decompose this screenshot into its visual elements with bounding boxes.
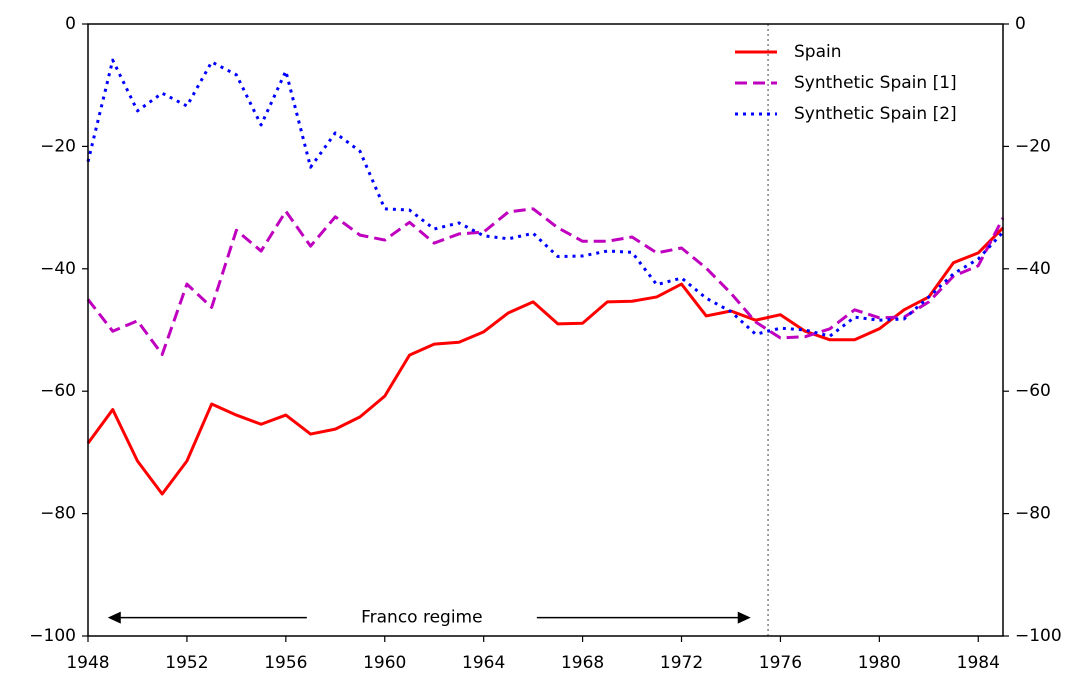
y-tick-label: −20: [40, 136, 76, 156]
x-tick-label: 1956: [264, 653, 307, 673]
x-tick-label: 1968: [561, 653, 604, 673]
legend-label: Spain: [794, 42, 842, 62]
y-tick-label: −80: [40, 504, 76, 524]
x-tick-label: 1948: [66, 653, 109, 673]
y2-tick-label: −40: [1015, 259, 1051, 279]
x-tick-label: 1984: [957, 653, 1000, 673]
x-tick-label: 1952: [165, 653, 208, 673]
arrow-head: [737, 611, 751, 624]
plot-frame: [87, 23, 1004, 637]
series-line: [86, 226, 1005, 496]
y-tick-label: −100: [29, 626, 76, 646]
legend: Spain Synthetic Spain [1] Synthetic Spain …: [735, 42, 957, 124]
legend-label: Synthetic Spain [2]: [794, 104, 957, 124]
y2-tick-label: −100: [1015, 626, 1062, 646]
series-line: [86, 58, 1005, 338]
series-line: [86, 207, 1005, 356]
y2-tick-label: −80: [1015, 504, 1051, 524]
legend-label: Synthetic Spain [1]: [794, 73, 957, 93]
y-tick-label: −60: [40, 381, 76, 401]
x-tick-label: 1960: [363, 653, 406, 673]
arrow-head: [107, 611, 121, 624]
x-tick-label: 1980: [858, 653, 901, 673]
y2-tick-label: −60: [1015, 381, 1051, 401]
x-tick-label: 1964: [462, 653, 505, 673]
x-tick-label: 1972: [660, 653, 703, 673]
x-tick-label: 1976: [759, 653, 802, 673]
annotation-text: Franco regime: [361, 608, 482, 628]
y2-tick-label: −20: [1015, 136, 1051, 156]
y-tick-label: −40: [40, 259, 76, 279]
y-tick-label: 0: [65, 14, 76, 34]
y2-tick-label: 0: [1015, 14, 1026, 34]
